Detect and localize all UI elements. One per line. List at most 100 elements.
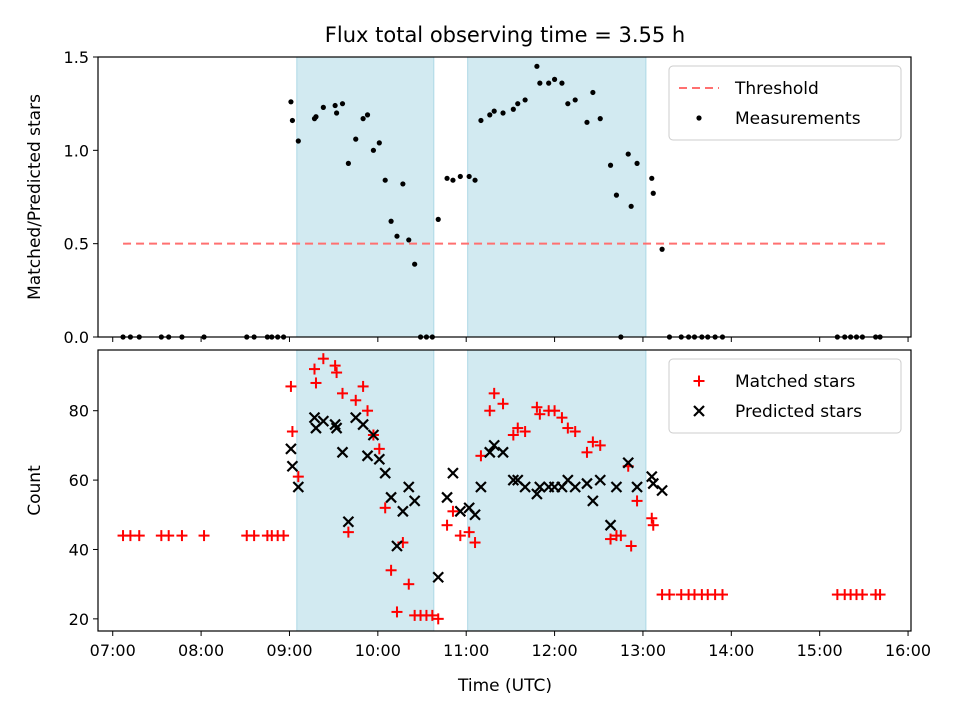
data-point (320, 104, 326, 110)
data-point (286, 426, 298, 438)
data-point (373, 453, 386, 466)
data-point (622, 456, 634, 469)
data-point (716, 589, 728, 601)
data-point (342, 526, 354, 538)
data-point (412, 261, 418, 267)
data-point (488, 439, 500, 452)
data-point (487, 112, 493, 118)
data-point (336, 446, 349, 459)
data-point (659, 246, 665, 252)
data-point (522, 97, 528, 103)
data-point (534, 408, 546, 420)
x-tick-label: 13:00 (620, 641, 666, 660)
data-point (278, 530, 290, 542)
data-point (400, 181, 406, 187)
data-point (350, 394, 362, 406)
data-point (329, 418, 341, 431)
data-point (373, 443, 385, 455)
x-tick-label: 12:00 (532, 641, 578, 660)
data-point (444, 175, 450, 181)
data-point (519, 426, 531, 438)
data-point (342, 515, 355, 528)
legend-handle (693, 405, 705, 417)
legend-label: Predicted stars (735, 402, 862, 422)
data-point (628, 203, 634, 209)
x-tick-label: 10:00 (355, 641, 401, 660)
x-tick-label: 15:00 (797, 641, 843, 660)
data-point (572, 97, 578, 103)
data-point (581, 477, 593, 490)
data-point (562, 422, 574, 434)
x-tick-label: 11:00 (443, 641, 489, 660)
data-point (856, 589, 868, 601)
data-point (435, 216, 441, 222)
data-point (546, 80, 552, 86)
data-point (663, 589, 675, 601)
ratio-panel: 0.0 0.5 1.0 1.5 Matched/Predicted stars Thres… (25, 48, 912, 347)
data-point (463, 526, 475, 538)
data-point (559, 80, 565, 86)
series-dot (120, 63, 883, 340)
data-point (634, 160, 640, 166)
data-point (402, 481, 415, 493)
x-tick-label: 16:00 (885, 641, 931, 660)
data-point (613, 192, 620, 198)
y-tick-label: 0.0 (64, 328, 89, 347)
data-point (447, 467, 459, 479)
y-tick-label: 40 (69, 540, 89, 559)
y-tick-label: 0.5 (64, 235, 89, 254)
data-point (385, 491, 397, 504)
data-point (587, 436, 599, 448)
shaded-interval (296, 56, 435, 338)
data-point (497, 398, 509, 410)
data-point (488, 387, 500, 399)
data-point (549, 405, 561, 417)
data-point (472, 177, 478, 183)
data-point (475, 481, 487, 493)
data-point (469, 509, 481, 521)
data-point (345, 160, 351, 166)
data-point (367, 429, 380, 441)
data-point (507, 429, 519, 441)
data-point (394, 233, 400, 239)
data-point (647, 477, 660, 490)
data-point (604, 519, 617, 531)
data-point (357, 418, 369, 431)
data-point (432, 613, 444, 625)
legend: Threshold Measurements (668, 65, 902, 141)
data-point (534, 63, 540, 69)
data-point (491, 108, 497, 114)
data-point (295, 138, 301, 144)
legend-label: Threshold (734, 79, 819, 99)
y-axis-label: Matched/Predicted stars (25, 94, 45, 300)
data-point (432, 571, 445, 584)
data-point (285, 443, 297, 455)
data-point (288, 99, 294, 105)
data-point (454, 505, 467, 518)
legend-box (668, 358, 902, 434)
data-point (441, 519, 453, 531)
data-point (408, 495, 421, 507)
series-x (285, 411, 668, 584)
data-point (607, 162, 614, 168)
data-point (650, 190, 656, 196)
data-point (569, 481, 581, 493)
data-point (515, 101, 521, 107)
data-point (292, 471, 304, 483)
data-point (478, 117, 484, 124)
data-point (646, 512, 658, 524)
data-point (594, 474, 607, 486)
data-point (176, 530, 188, 542)
legend-handle (693, 375, 705, 387)
data-point (457, 173, 463, 180)
x-tick-label: 07:00 (90, 641, 136, 660)
data-point (475, 450, 487, 462)
series-plus (117, 353, 886, 625)
data-point (385, 564, 397, 576)
data-point (310, 377, 322, 389)
data-point (329, 360, 341, 372)
data-point (597, 116, 603, 122)
data-point (441, 491, 453, 504)
data-point (594, 439, 606, 451)
